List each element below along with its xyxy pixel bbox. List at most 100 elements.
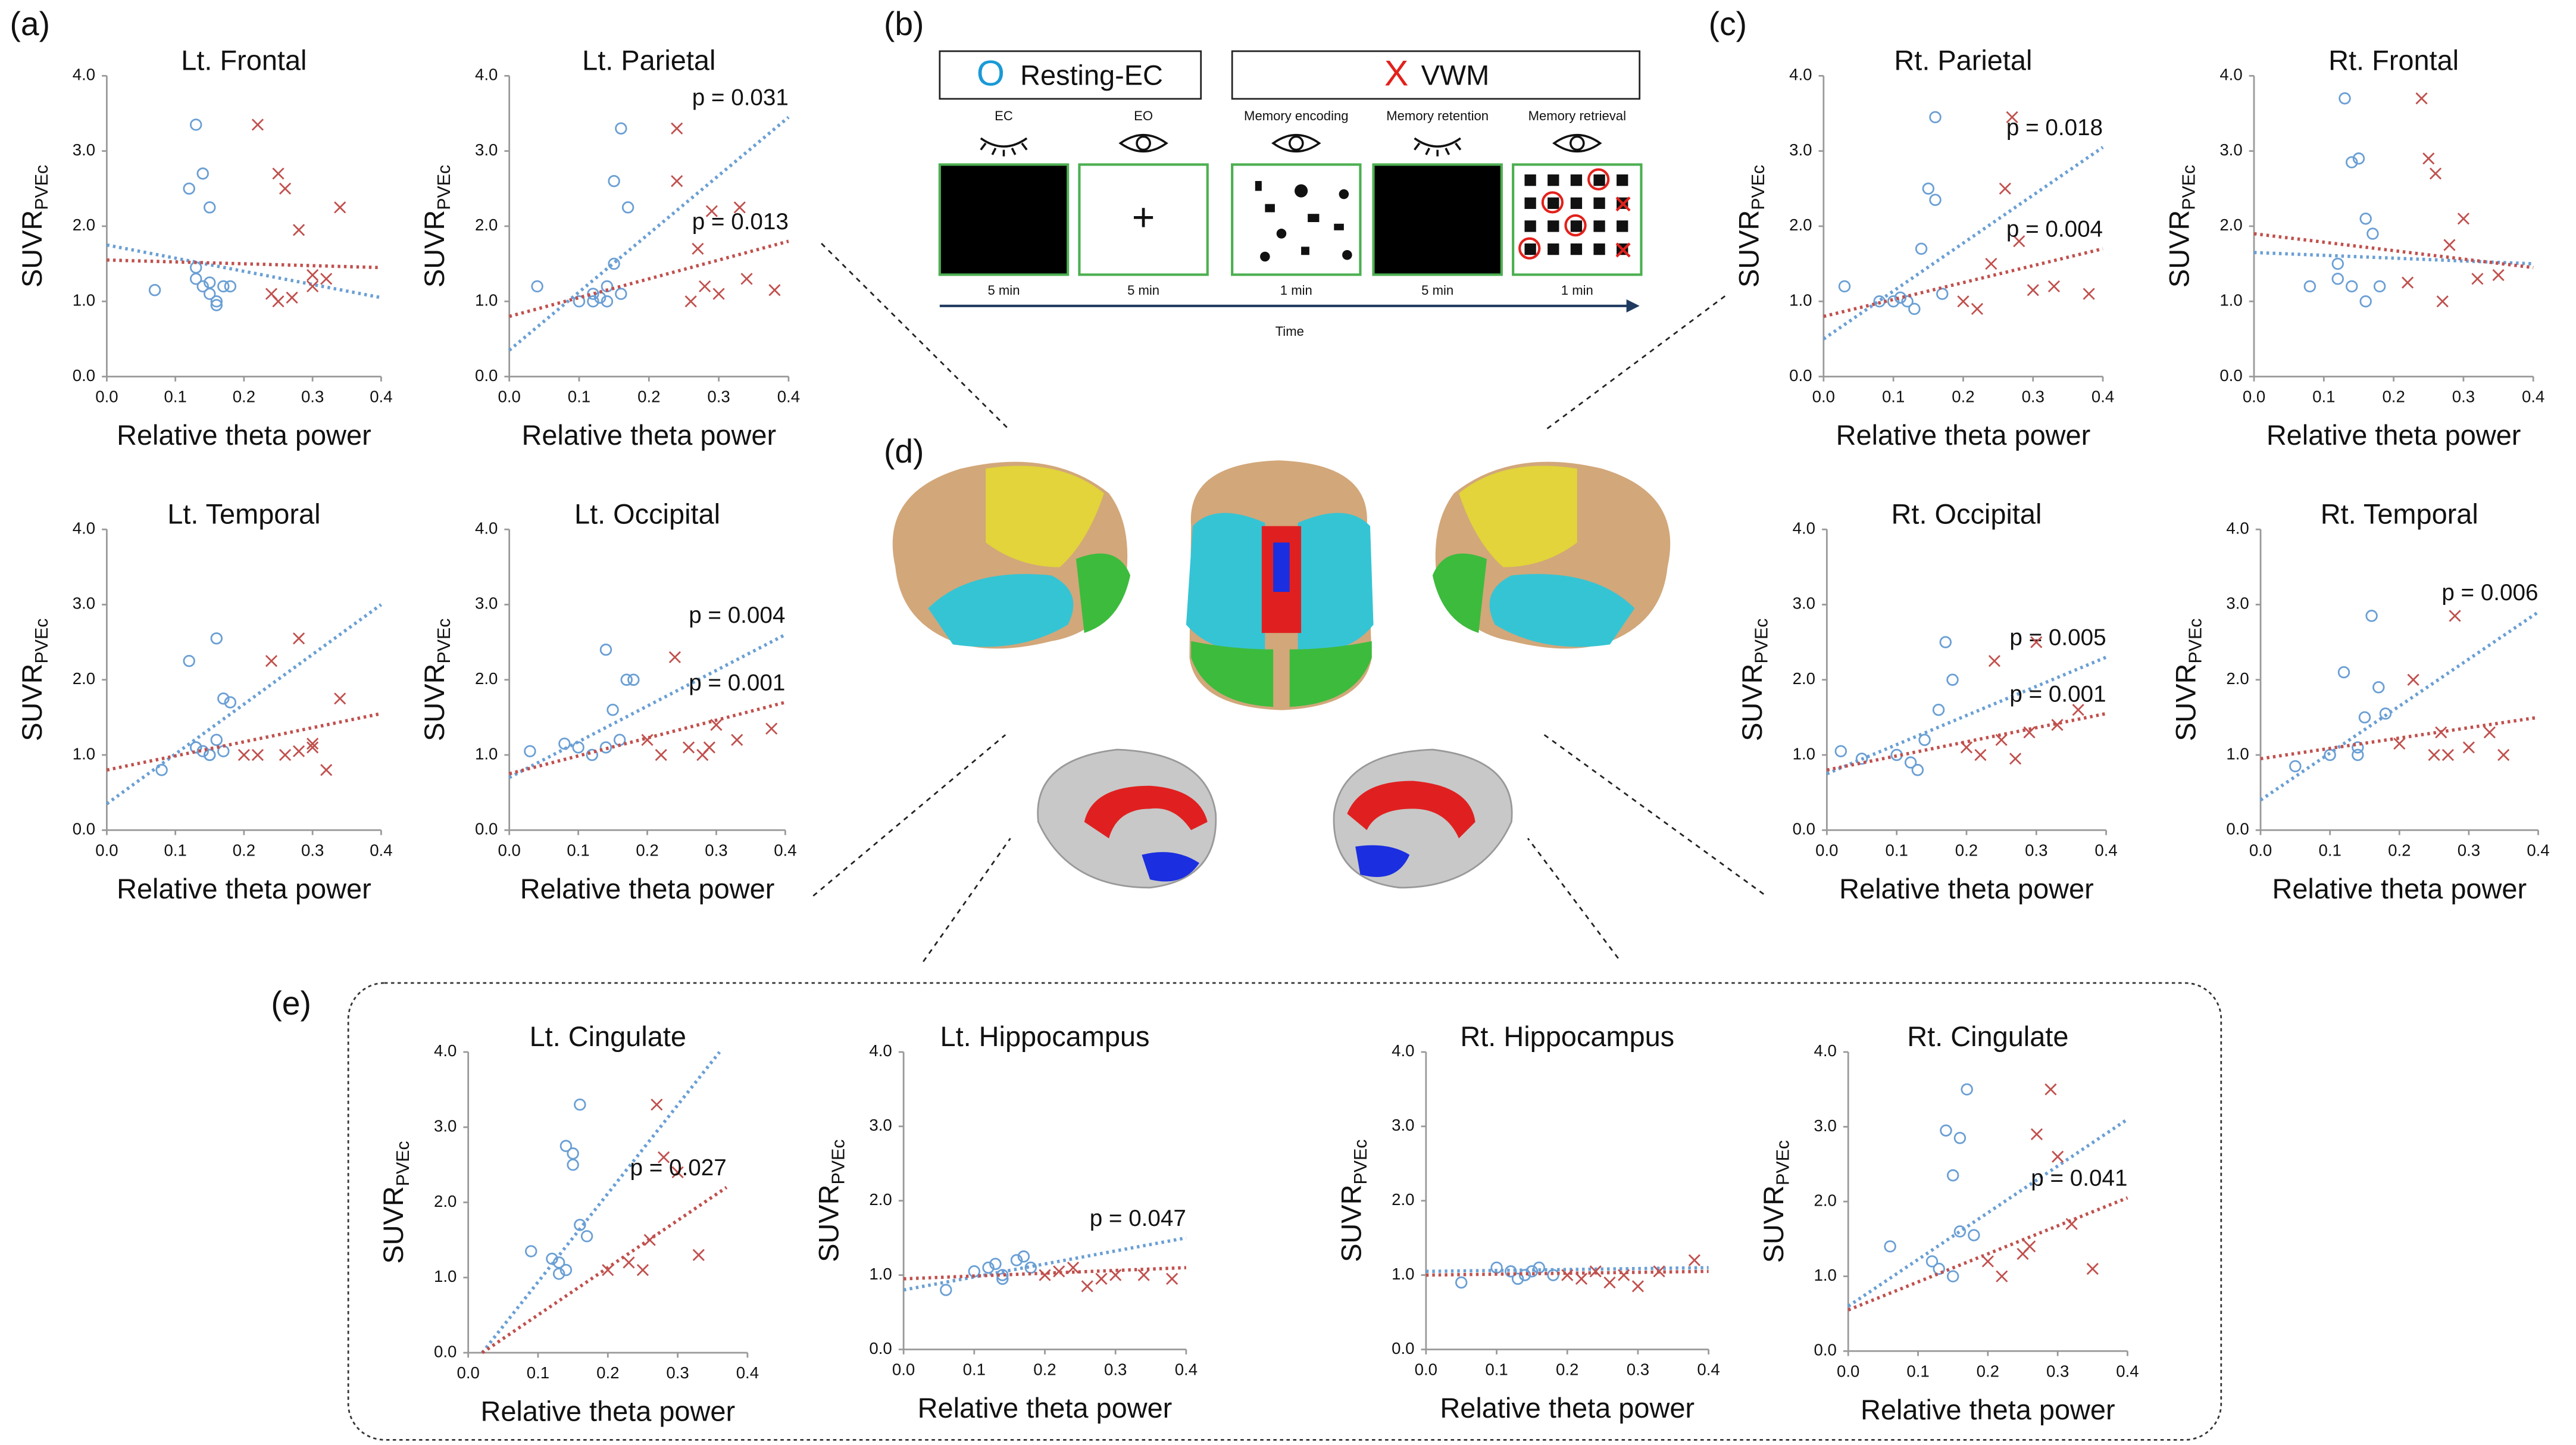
point	[1936, 288, 1949, 300]
x-tick-label: 0.3	[666, 1363, 689, 1382]
screen	[1078, 163, 1209, 276]
point	[183, 182, 195, 195]
point	[1547, 1269, 1559, 1281]
point	[1932, 704, 1945, 716]
legend-box	[1231, 50, 1641, 100]
point	[692, 1249, 705, 1261]
y-tick-label: 3.0	[869, 1116, 892, 1134]
y-tick-label: 1.0	[73, 291, 95, 309]
point	[2359, 213, 2372, 225]
chart: Rt. Cingulate 0.0 1.0 2.0 3.0 4.0 0.0 0.1 0.2 0.3…	[1758, 1021, 2139, 1425]
x-tick-label: 0.4	[2116, 1362, 2139, 1380]
y-tick-label: 1.0	[869, 1265, 892, 1283]
point	[2047, 280, 2061, 293]
panel-label: (e)	[271, 985, 311, 1022]
trend-line	[1822, 146, 2104, 341]
p-value: p = 0.027	[630, 1155, 727, 1181]
point	[2027, 284, 2039, 297]
chart-title: Lt. Temporal	[167, 498, 320, 529]
eye-icons	[980, 133, 1602, 157]
point	[765, 722, 778, 735]
point	[643, 1234, 656, 1246]
point	[1904, 756, 1917, 769]
point	[292, 745, 305, 757]
chart-title: Rt. Temporal	[2321, 498, 2478, 529]
point	[2006, 111, 2018, 123]
y-tick-label: 3.0	[475, 594, 498, 613]
trend-line	[480, 1051, 721, 1354]
y-axis-label: SUVRPVEc	[1758, 1140, 1793, 1263]
x-axis-label: Relative theta power	[918, 1393, 1173, 1424]
y-axis-label-main: SUVR	[420, 664, 451, 741]
x-tick-label: 0.3	[2458, 841, 2480, 859]
y-tick-label: 3.0	[475, 141, 498, 159]
x-tick-label: 0.2	[2382, 388, 2405, 406]
point	[586, 748, 598, 761]
trend-line	[106, 711, 382, 772]
point	[148, 284, 161, 297]
point	[2030, 1128, 2043, 1141]
trend-line	[508, 633, 786, 779]
x-tick-label: 0.3	[707, 388, 730, 406]
point	[2365, 610, 2378, 622]
x-tick-label: 0.2	[1033, 1360, 1056, 1379]
x-tick-label: 0.1	[1906, 1362, 1929, 1380]
y-tick-label: 1.0	[475, 744, 498, 763]
point	[1971, 302, 1983, 315]
point	[559, 1140, 573, 1152]
point	[1961, 1083, 1973, 1096]
point	[1940, 1124, 1952, 1137]
point	[1981, 1255, 1994, 1268]
point	[210, 632, 223, 645]
x-tick-label: 0.2	[233, 841, 255, 859]
point	[2303, 280, 2316, 293]
point	[699, 280, 711, 293]
p-value: p = 0.005	[2009, 625, 2106, 651]
chart: Lt. Cingulate 0.0 1.0 2.0 3.0 4.0 0.0 0.1 0.2 0.3…	[379, 1021, 759, 1427]
point	[1996, 1270, 2008, 1282]
point	[731, 734, 743, 746]
y-axis-label-sub: PVEc	[393, 1141, 413, 1186]
point	[2497, 748, 2510, 761]
point	[183, 654, 195, 667]
point	[1166, 1272, 1178, 1285]
y-axis-label-sub: PVEc	[2179, 165, 2199, 210]
point	[623, 1256, 635, 1269]
brain-right-lateral	[1432, 461, 1671, 649]
point	[1968, 1229, 1980, 1241]
trend-line	[2260, 716, 2539, 761]
brain-images	[892, 460, 1671, 889]
x-tick-label: 0.1	[2318, 841, 2341, 859]
point	[1039, 1269, 1051, 1281]
panel-label: (d)	[884, 433, 924, 470]
y-axis-label-sub: PVEc	[434, 165, 454, 210]
point	[307, 741, 319, 754]
y-axis-label-sub: PVEc	[1774, 1140, 1793, 1185]
point	[1855, 753, 1868, 765]
y-tick-label: 0.0	[475, 366, 498, 385]
point	[1137, 1269, 1150, 1281]
y-axis-label-main: SUVR	[379, 1186, 409, 1263]
x-tick-label: 0.3	[2046, 1362, 2069, 1380]
point	[620, 673, 633, 686]
point	[733, 201, 746, 214]
point	[2471, 273, 2484, 285]
point	[573, 295, 586, 308]
point	[2052, 1150, 2064, 1163]
time-arrow-head	[1626, 299, 1640, 313]
point	[1095, 1272, 1108, 1285]
y-tick-label: 4.0	[73, 519, 95, 537]
x-tick-label: 0.2	[1955, 841, 1978, 859]
y-axis-label-main: SUVR	[814, 1185, 845, 1262]
x-tick-label: 0.1	[1882, 388, 1905, 406]
y-tick-label: 3.0	[434, 1116, 457, 1135]
time-label: Time	[1276, 324, 1304, 339]
point	[2009, 753, 2022, 765]
y-axis-label-sub: PVEc	[32, 165, 52, 210]
point	[599, 741, 612, 754]
point	[279, 748, 292, 761]
phase-label: EO	[1134, 108, 1153, 123]
point	[2407, 673, 2419, 686]
point	[1838, 280, 1851, 293]
